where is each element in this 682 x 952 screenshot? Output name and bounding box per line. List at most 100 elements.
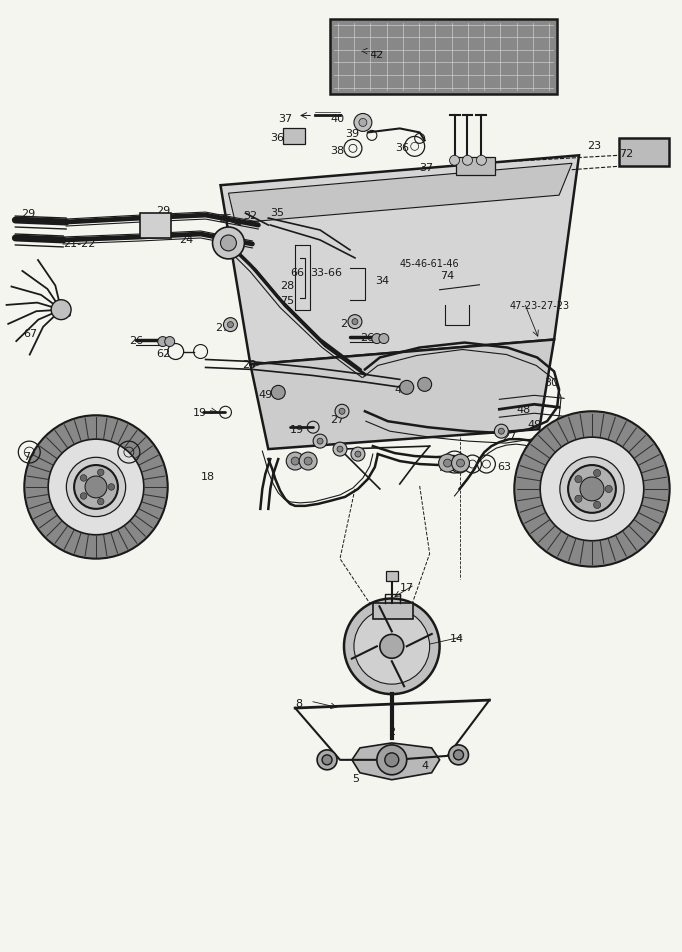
Circle shape: [317, 439, 323, 445]
Circle shape: [317, 750, 337, 770]
Circle shape: [354, 609, 430, 684]
Circle shape: [580, 478, 604, 502]
Circle shape: [575, 476, 582, 484]
Circle shape: [568, 466, 616, 513]
Text: 20: 20: [242, 360, 256, 370]
Text: 2: 2: [388, 726, 395, 736]
Text: 1: 1: [557, 496, 564, 506]
Circle shape: [560, 457, 624, 522]
Text: 34: 34: [375, 275, 389, 286]
Text: 72: 72: [619, 149, 633, 159]
Circle shape: [593, 470, 601, 477]
Circle shape: [439, 455, 456, 472]
Circle shape: [286, 452, 304, 470]
Circle shape: [224, 318, 237, 332]
Text: 65: 65: [58, 308, 72, 318]
Circle shape: [98, 469, 104, 476]
Text: 36: 36: [270, 133, 284, 143]
Text: 67: 67: [23, 328, 38, 338]
Text: 27: 27: [216, 323, 230, 332]
Circle shape: [451, 455, 469, 472]
Text: 23: 23: [587, 141, 601, 151]
Circle shape: [443, 460, 451, 467]
Circle shape: [351, 447, 365, 462]
Circle shape: [165, 337, 175, 347]
Text: 36: 36: [395, 143, 409, 153]
Circle shape: [352, 319, 358, 326]
Text: 30: 30: [544, 378, 558, 388]
Text: 4: 4: [421, 760, 429, 770]
Text: 27: 27: [340, 318, 354, 328]
Text: 21-22: 21-22: [63, 239, 95, 248]
Circle shape: [80, 475, 87, 482]
Text: 45-46-61-46: 45-46-61-46: [400, 259, 460, 268]
Circle shape: [51, 301, 71, 320]
Circle shape: [372, 334, 382, 345]
Text: 37: 37: [278, 114, 293, 125]
Circle shape: [494, 425, 508, 439]
Text: 28: 28: [280, 281, 295, 290]
Circle shape: [377, 745, 406, 775]
Circle shape: [220, 236, 237, 251]
Circle shape: [158, 337, 168, 347]
Text: 37: 37: [419, 163, 434, 173]
Circle shape: [417, 378, 432, 392]
Text: 29: 29: [21, 208, 35, 219]
Circle shape: [228, 323, 233, 328]
Circle shape: [540, 438, 644, 541]
Text: 33-66: 33-66: [310, 268, 342, 278]
Text: 7: 7: [436, 463, 444, 472]
Text: 26: 26: [360, 332, 374, 342]
Text: 27: 27: [330, 415, 344, 425]
Polygon shape: [250, 340, 554, 449]
Circle shape: [499, 428, 504, 435]
Circle shape: [339, 408, 345, 415]
Circle shape: [380, 635, 404, 659]
Text: 26: 26: [129, 335, 143, 346]
FancyBboxPatch shape: [140, 213, 171, 239]
FancyBboxPatch shape: [456, 158, 495, 176]
FancyBboxPatch shape: [283, 129, 305, 146]
Text: 49: 49: [527, 420, 542, 429]
Circle shape: [304, 458, 312, 466]
Text: 31: 31: [295, 460, 309, 469]
Circle shape: [354, 114, 372, 132]
Text: 14: 14: [449, 634, 464, 644]
Text: 47-23-27-23: 47-23-27-23: [509, 301, 569, 310]
Text: 7: 7: [109, 451, 116, 462]
Polygon shape: [220, 156, 579, 365]
Circle shape: [379, 334, 389, 345]
Text: 29: 29: [155, 206, 170, 216]
Text: 6: 6: [69, 497, 76, 507]
Circle shape: [449, 156, 460, 166]
Circle shape: [213, 228, 244, 260]
Text: 4: 4: [326, 760, 333, 770]
Text: 17: 17: [400, 582, 414, 592]
Text: 25: 25: [218, 214, 233, 224]
Circle shape: [80, 493, 87, 500]
Text: 8: 8: [295, 699, 302, 708]
Text: 49: 49: [258, 390, 273, 400]
Circle shape: [355, 451, 361, 458]
Circle shape: [456, 460, 464, 467]
Text: 35: 35: [270, 208, 284, 218]
Circle shape: [344, 599, 440, 694]
Text: 5: 5: [352, 773, 359, 783]
Polygon shape: [352, 744, 440, 780]
Text: 49: 49: [395, 385, 409, 395]
Circle shape: [462, 156, 473, 166]
Circle shape: [271, 386, 285, 400]
Text: 42: 42: [370, 50, 384, 60]
Circle shape: [359, 119, 367, 128]
Circle shape: [385, 753, 399, 767]
Circle shape: [74, 466, 118, 509]
Text: 31: 31: [449, 462, 464, 471]
Circle shape: [291, 458, 299, 466]
Circle shape: [514, 412, 670, 567]
FancyBboxPatch shape: [386, 571, 398, 581]
Circle shape: [337, 446, 343, 452]
FancyBboxPatch shape: [619, 139, 668, 168]
Circle shape: [299, 452, 317, 470]
Circle shape: [593, 502, 601, 509]
Text: 74: 74: [440, 270, 454, 281]
